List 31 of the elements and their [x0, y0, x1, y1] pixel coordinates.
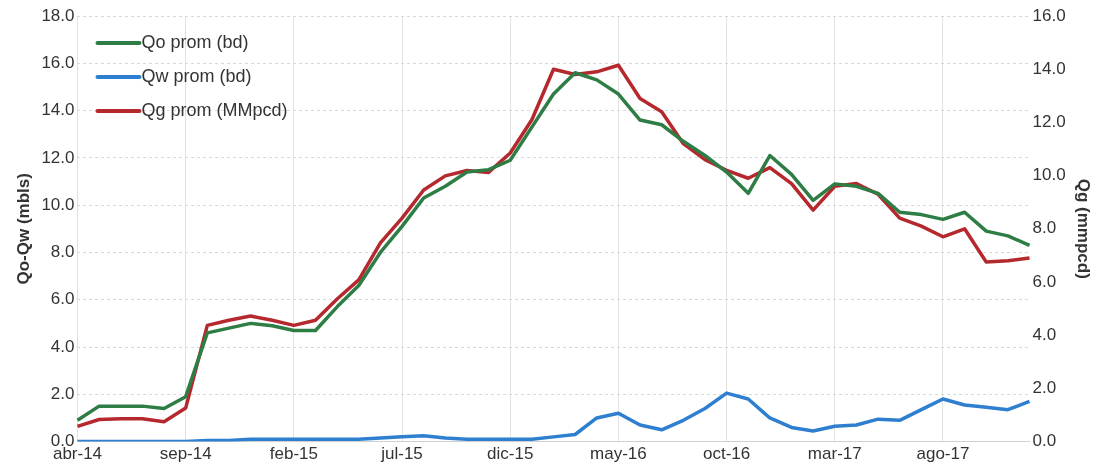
- y2-tick-label: 14.0: [1032, 58, 1066, 78]
- x-tick-label: feb-15: [269, 444, 318, 464]
- x-tick-label: ago-17: [916, 444, 970, 464]
- y-tick-label: 4.0: [50, 336, 75, 356]
- y-tick-label: 6.0: [50, 289, 75, 309]
- y2-tick-label: 0.0: [1032, 431, 1057, 451]
- y-tick-label: 18.0: [41, 5, 75, 25]
- y-tick-label: 8.0: [50, 242, 75, 262]
- y-tick-label: 2.0: [50, 384, 75, 403]
- y2-tick-label: 16.0: [1032, 5, 1066, 25]
- x-tick-label: sep-14: [159, 444, 212, 464]
- y2-tick-label: 12.0: [1032, 112, 1066, 132]
- y-tick-label: 12.0: [41, 147, 75, 167]
- y2-tick-label: 10.0: [1032, 165, 1066, 185]
- y-tick-label: 14.0: [41, 100, 75, 120]
- x-tick-label: dic-15: [487, 444, 534, 464]
- x-tick-label: jul-15: [380, 444, 423, 464]
- y-tick-label: 10.0: [41, 194, 75, 214]
- legend-label: Qo prom (bd): [141, 31, 249, 52]
- y2-axis-title: Qg (mmpcd): [1074, 178, 1094, 279]
- y2-tick-label: 6.0: [1032, 271, 1057, 291]
- legend-label: Qw prom (bd): [141, 65, 252, 86]
- x-tick-label: may-16: [590, 444, 647, 464]
- y-axis-title: Qo-Qw (mbls): [13, 173, 33, 285]
- x-tick-label: mar-17: [807, 444, 862, 464]
- y2-tick-label: 8.0: [1032, 218, 1057, 238]
- legend-label: Qg prom (MMpcd): [141, 99, 288, 120]
- y2-tick-label: 4.0: [1032, 324, 1057, 344]
- y-tick-label: 16.0: [41, 52, 75, 72]
- y2-tick-label: 2.0: [1032, 378, 1057, 398]
- x-tick-label: oct-16: [702, 444, 751, 464]
